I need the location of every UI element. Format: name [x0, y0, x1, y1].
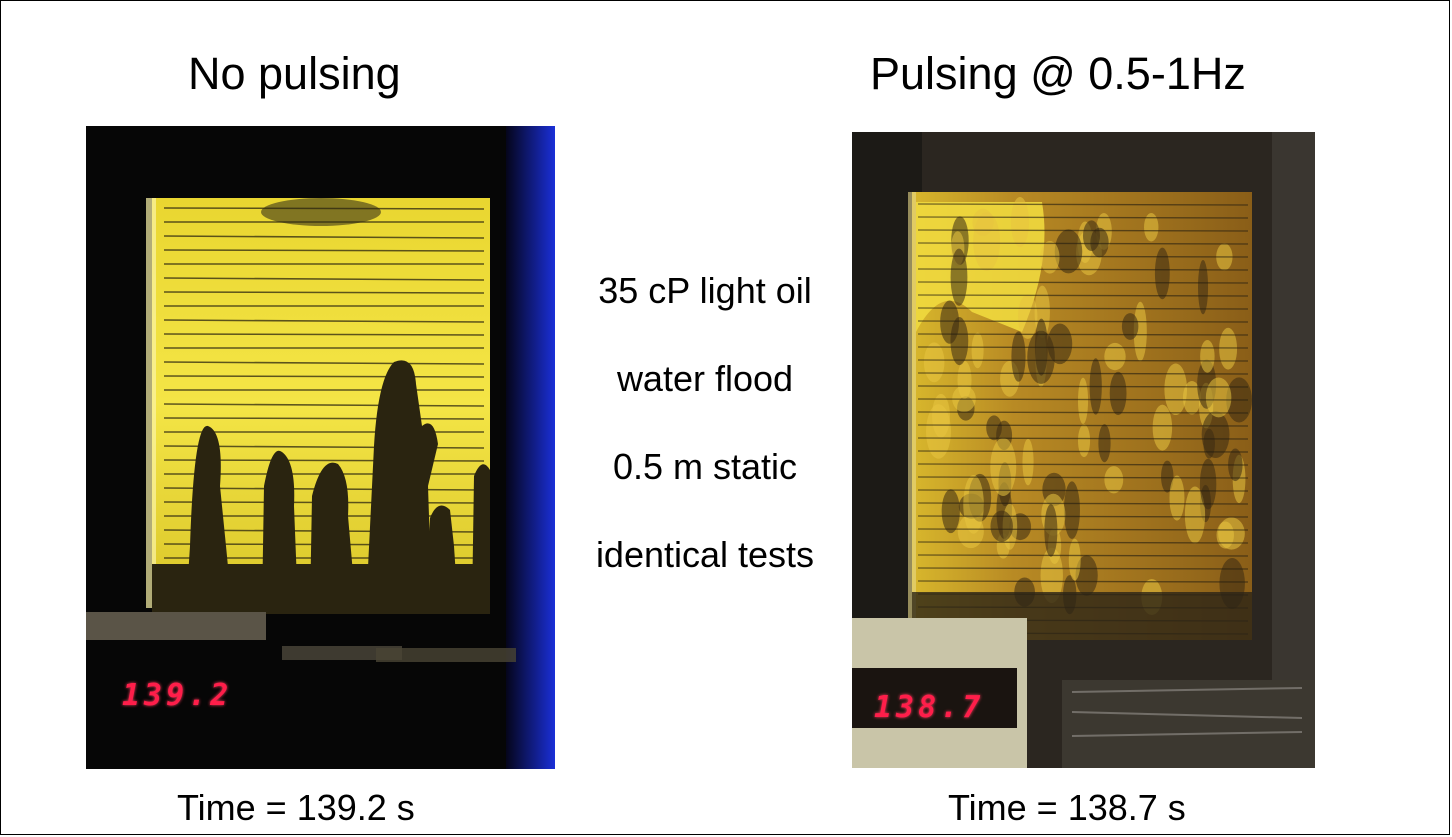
note-oil: 35 cP light oil — [598, 270, 812, 311]
right-photo: 138.7 — [852, 132, 1315, 768]
test-notes: 35 cP light oil water flood 0.5 m static… — [560, 270, 850, 622]
note-flood: water flood — [616, 358, 794, 399]
left-heading: No pulsing — [188, 48, 401, 99]
left-photo: 139.2 — [86, 126, 555, 769]
note-identical: identical tests — [595, 534, 815, 575]
right-counter: 138.7 — [874, 690, 985, 725]
right-heading: Pulsing @ 0.5-1Hz — [870, 48, 1246, 99]
left-time-caption: Time = 139.2 s — [177, 787, 415, 828]
right-time-caption: Time = 138.7 s — [948, 787, 1186, 828]
note-static: 0.5 m static — [612, 446, 798, 487]
left-counter: 139.2 — [122, 678, 233, 713]
